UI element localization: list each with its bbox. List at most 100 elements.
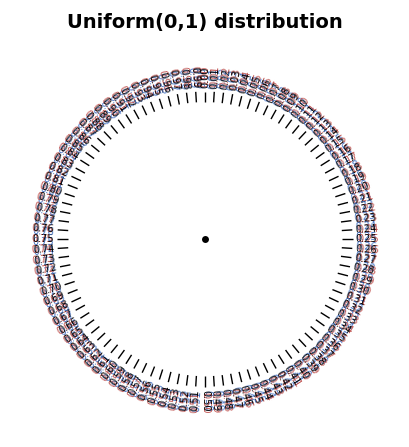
Text: 0.46: 0.46 [240,384,254,407]
Text: 0.36: 0.36 [317,332,340,353]
Text: 0.90: 0.90 [97,98,118,122]
Text: 0.64: 0.64 [70,333,93,355]
Text: 0.08: 0.08 [274,84,292,108]
Text: 0.43: 0.43 [266,372,285,396]
Text: 0.48: 0.48 [219,390,231,412]
Text: 0.56: 0.56 [137,378,154,401]
Text: 0.83: 0.83 [52,152,75,171]
Text: 0.41: 0.41 [281,364,301,388]
Text: 0.10: 0.10 [290,96,310,118]
Text: 0.51: 0.51 [191,390,202,412]
Text: 0.05: 0.05 [247,72,263,96]
Text: 0.72: 0.72 [35,262,58,276]
Text: 0.22: 0.22 [353,202,376,215]
Text: 0.37: 0.37 [311,339,333,361]
Text: 0.42: 0.42 [273,369,292,392]
Text: 0.83: 0.83 [50,154,74,173]
Text: 0.78: 0.78 [34,204,57,218]
Text: 0.27: 0.27 [355,253,378,266]
Text: 0.13: 0.13 [312,116,335,139]
Text: 0.77: 0.77 [31,212,54,225]
Text: 0.18: 0.18 [337,159,361,177]
Text: 0.76: 0.76 [32,226,54,237]
Text: 0.25: 0.25 [355,234,377,244]
Text: 0.26: 0.26 [356,244,378,255]
Text: 0.51: 0.51 [189,391,200,413]
Text: 0.70: 0.70 [38,282,61,298]
Text: 0.76: 0.76 [33,224,54,235]
Text: 0.52: 0.52 [180,388,193,411]
Text: 0.37: 0.37 [312,340,335,362]
Text: 0.85: 0.85 [61,133,84,154]
Text: 0.49: 0.49 [209,391,220,413]
Text: 0.59: 0.59 [107,365,127,389]
Text: 0.73: 0.73 [34,256,56,268]
Text: 0.68: 0.68 [47,299,70,317]
Text: 0.67: 0.67 [52,308,75,327]
Text: 0.87: 0.87 [74,116,97,139]
Text: 0.42: 0.42 [273,371,292,394]
Text: 0.33: 0.33 [334,308,357,327]
Text: 0.94: 0.94 [134,78,151,101]
Text: 0.03: 0.03 [228,69,242,92]
Text: 0.43: 0.43 [264,374,282,397]
Text: 0.77: 0.77 [33,213,56,225]
Text: 0.07: 0.07 [262,80,280,104]
Text: 0.18: 0.18 [339,161,362,179]
Text: 0.15: 0.15 [325,133,348,154]
Text: 0.80: 0.80 [38,181,61,197]
Text: 0.21: 0.21 [349,191,372,207]
Text: 0.60: 0.60 [99,358,120,381]
Text: 0.88: 0.88 [83,110,105,132]
Text: 0.72: 0.72 [35,265,58,279]
Text: 0.36: 0.36 [319,329,342,351]
Text: 0.96: 0.96 [157,71,172,94]
Text: 0.84: 0.84 [55,145,79,164]
Text: 0.19: 0.19 [342,169,365,186]
Text: 0.00: 0.00 [197,67,207,88]
Text: 0.35: 0.35 [325,325,348,346]
Text: 0.75: 0.75 [31,234,52,244]
Text: 0.88: 0.88 [82,109,104,131]
Text: 0.06: 0.06 [255,77,272,101]
Text: 0.33: 0.33 [335,308,359,327]
Text: 0.44: 0.44 [256,379,273,403]
Text: 0.46: 0.46 [238,386,252,409]
Text: 0.71: 0.71 [35,272,58,287]
Text: 0.82: 0.82 [45,160,69,179]
Text: 0.20: 0.20 [345,179,369,195]
Text: 0.33: 0.33 [335,305,359,325]
Text: 0.13: 0.13 [311,118,333,139]
Text: 0.68: 0.68 [48,301,72,319]
Text: 0.09: 0.09 [281,91,301,114]
Text: 0.87: 0.87 [74,119,97,141]
Text: 0.59: 0.59 [110,365,130,389]
Text: 0.30: 0.30 [346,281,370,297]
Text: 0.52: 0.52 [178,390,191,413]
Text: 0.61: 0.61 [93,354,114,377]
Text: 0.27: 0.27 [353,251,376,263]
Text: 0.39: 0.39 [297,352,318,375]
Text: 0.89: 0.89 [89,105,110,128]
Text: 0.56: 0.56 [139,379,156,402]
Text: 0.92: 0.92 [117,84,136,108]
Text: 0.47: 0.47 [230,386,244,409]
Text: 0.40: 0.40 [289,358,310,381]
Text: 0.40: 0.40 [291,357,312,380]
Text: 0.08: 0.08 [273,86,292,109]
Text: 0.06: 0.06 [253,76,270,100]
Text: 0.46: 0.46 [237,384,252,407]
Text: 0.26: 0.26 [355,244,376,255]
Text: 0.54: 0.54 [160,385,174,408]
Text: 0.64: 0.64 [69,332,92,353]
Text: 0.51: 0.51 [189,389,200,412]
Text: 0.86: 0.86 [67,124,90,146]
Text: 0.39: 0.39 [298,354,319,376]
Text: 0.20: 0.20 [348,181,371,197]
Text: 0.34: 0.34 [330,314,354,333]
Text: 0.93: 0.93 [126,80,144,103]
Text: 0.08: 0.08 [270,84,290,108]
Text: 0.59: 0.59 [108,364,128,388]
Text: 0.98: 0.98 [178,67,191,90]
Text: 0.97: 0.97 [167,69,181,92]
